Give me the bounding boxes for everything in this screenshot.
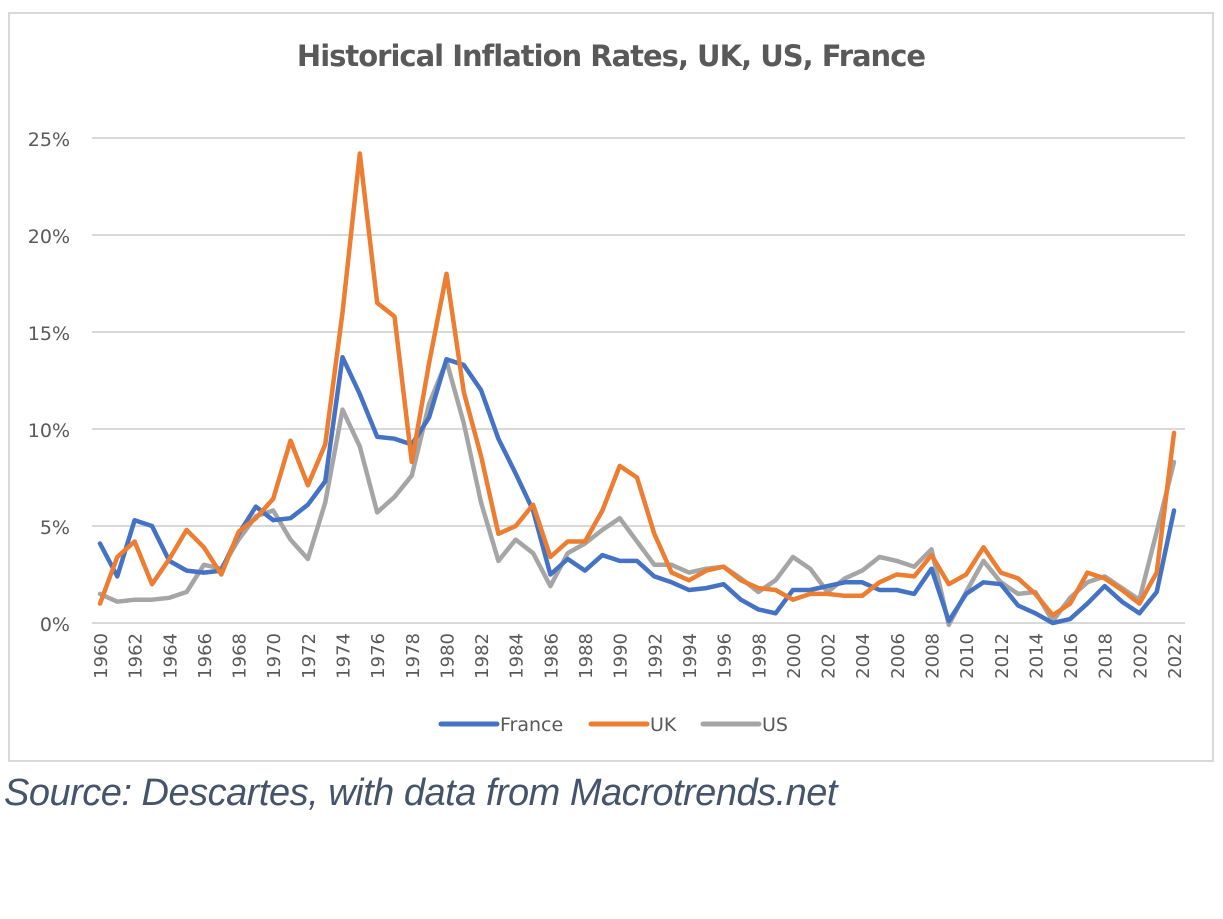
legend-item-uk: UK <box>588 714 677 736</box>
x-tick-label: 1972 <box>299 633 320 679</box>
legend-label: France <box>500 714 563 736</box>
x-tick-label: 1978 <box>403 633 424 679</box>
x-tick-label: 1986 <box>541 633 562 679</box>
series-lines <box>97 151 1177 628</box>
x-tick-label: 1982 <box>472 633 493 679</box>
line-chart: Historical Inflation Rates, UK, US, Fran… <box>28 39 1186 736</box>
y-tick-label: 10% <box>28 420 70 442</box>
x-axis-ticks: 1960 1962 1964 1966 1968 1970 1972 1974 1976 1978… <box>91 633 1186 679</box>
series-line-us <box>97 358 1177 628</box>
x-tick-label: 1974 <box>334 633 355 679</box>
x-tick-label: 1960 <box>91 633 112 679</box>
x-tick-label: 2016 <box>1061 633 1082 679</box>
x-tick-label: 2014 <box>1026 633 1047 679</box>
x-tick-label: 2002 <box>819 633 840 679</box>
x-tick-label: 2012 <box>992 633 1013 679</box>
x-tick-label: 1992 <box>645 633 666 679</box>
y-tick-label: 25% <box>28 129 70 151</box>
gridlines <box>92 137 1185 624</box>
series-line-france <box>97 354 1177 626</box>
x-tick-label: 1990 <box>611 633 632 679</box>
y-tick-label: 20% <box>28 226 70 248</box>
x-tick-label: 1984 <box>507 633 528 679</box>
x-tick-label: 1976 <box>368 633 389 679</box>
x-tick-label: 2010 <box>957 633 978 679</box>
legend-label: UK <box>650 714 677 736</box>
x-tick-label: 1964 <box>160 633 181 679</box>
x-tick-label: 1962 <box>126 633 147 679</box>
series-line-uk <box>97 151 1177 618</box>
x-tick-label: 2006 <box>888 633 909 679</box>
x-tick-label: 2020 <box>1130 633 1151 679</box>
legend-item-france: France <box>438 714 563 736</box>
x-tick-label: 1994 <box>680 633 701 679</box>
chart-title: Historical Inflation Rates, UK, US, Fran… <box>297 39 925 73</box>
x-tick-label: 1970 <box>264 633 285 679</box>
legend-item-us: US <box>700 714 788 736</box>
x-tick-label: 2018 <box>1096 633 1117 679</box>
y-tick-label: 0% <box>40 614 70 636</box>
source-note: Source: Descartes, with data from Macrot… <box>4 772 837 814</box>
x-tick-label: 1988 <box>576 633 597 679</box>
x-tick-label: 2000 <box>784 633 805 679</box>
x-tick-label: 1968 <box>230 633 251 679</box>
legend-label: US <box>762 714 788 736</box>
x-tick-label: 1966 <box>195 633 216 679</box>
x-tick-label: 1996 <box>715 633 736 679</box>
x-tick-label: 2004 <box>853 633 874 679</box>
legend: France UK US <box>438 714 788 736</box>
y-tick-label: 5% <box>40 517 70 539</box>
y-axis-ticks: 0% 5% 10% 15% 20% 25% <box>28 129 70 636</box>
x-tick-label: 1980 <box>437 633 458 679</box>
x-tick-label: 2022 <box>1165 633 1186 679</box>
x-tick-label: 1998 <box>749 633 770 679</box>
y-tick-label: 15% <box>28 323 70 345</box>
x-tick-label: 2008 <box>922 633 943 679</box>
